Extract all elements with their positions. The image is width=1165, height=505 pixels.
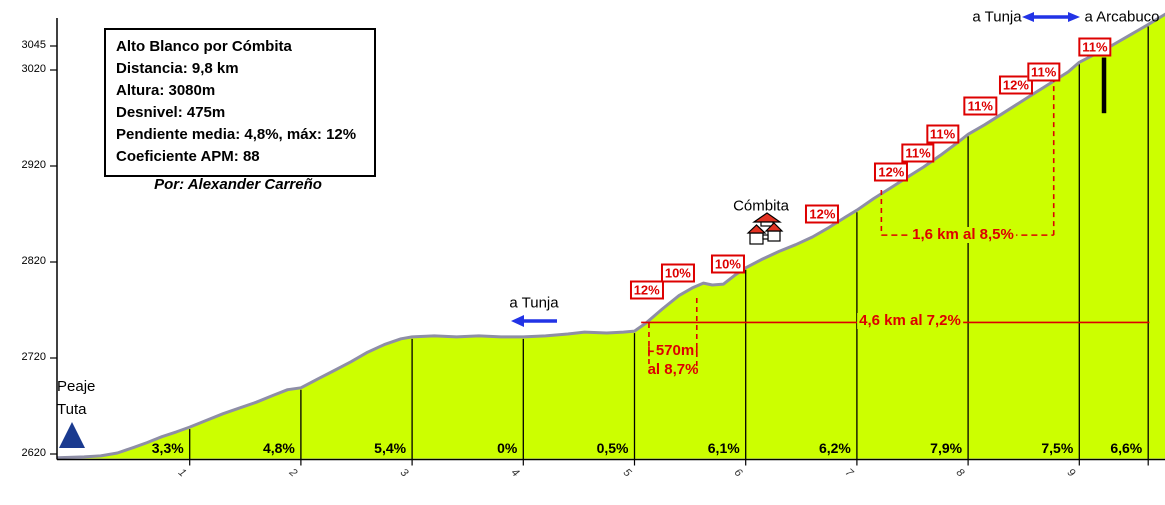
- peaje-triangle-icon: [59, 422, 85, 448]
- profile-line: [57, 12, 1165, 460]
- top-arrow-right-head-icon: [1068, 12, 1080, 22]
- profile-area: [57, 14, 1165, 459]
- tunja-mid-arrowhead-icon: [511, 315, 524, 327]
- top-arrow-left-head-icon: [1022, 12, 1034, 22]
- combita-village-icon: [746, 212, 784, 245]
- summit-marker-bar: [1101, 57, 1107, 114]
